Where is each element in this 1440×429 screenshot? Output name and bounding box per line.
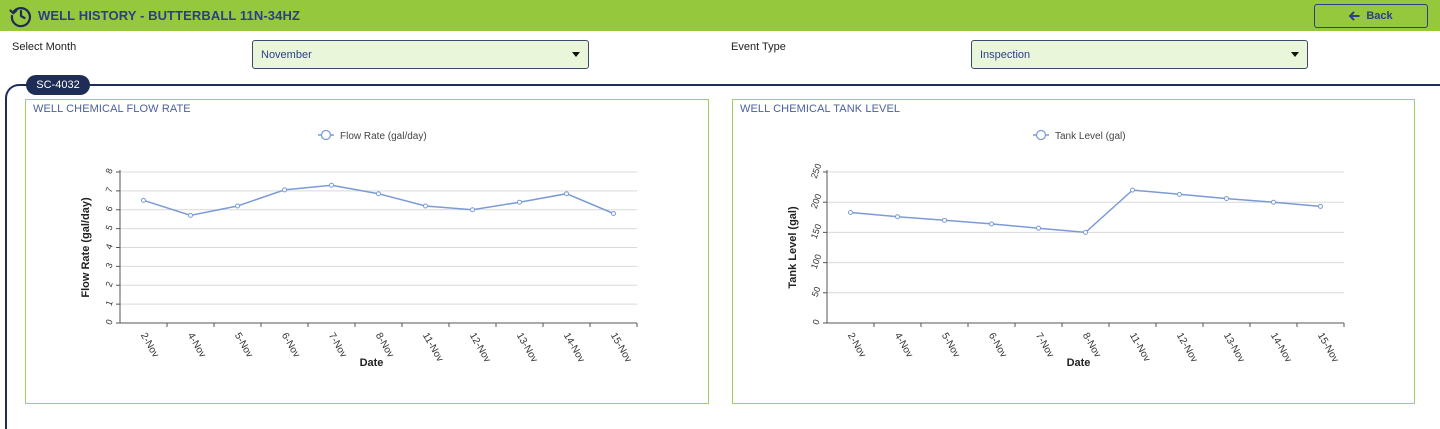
x-axis-title: Date bbox=[360, 357, 384, 369]
x-tick-label: 15-Nov bbox=[608, 331, 634, 364]
y-tick-label: 1 bbox=[104, 299, 115, 307]
y-tick-label: 250 bbox=[809, 162, 824, 180]
x-tick-label: 8-Nov bbox=[373, 331, 396, 360]
arrow-left-icon bbox=[1349, 11, 1360, 21]
data-point bbox=[1271, 199, 1276, 205]
header-bar: WELL HISTORY - BUTTERBALL 11N-34HZ Back bbox=[0, 0, 1440, 31]
month-select-value: November bbox=[261, 48, 312, 61]
month-select[interactable]: November bbox=[252, 40, 589, 69]
x-tick-label: 2-Nov bbox=[845, 331, 868, 360]
y-axis-title: Flow Rate (gal/day) bbox=[80, 197, 92, 298]
data-point bbox=[423, 203, 428, 209]
x-tick-label: 14-Nov bbox=[561, 331, 587, 364]
flow-rate-plot: Flow Rate (gal/day) 0 1 2 3 4 5 6 7 8 2-Nov 4-Nov 5-… bbox=[80, 129, 638, 369]
page-title: WELL HISTORY - BUTTERBALL 11N-34HZ bbox=[38, 8, 300, 23]
y-tick-label: 3 bbox=[104, 261, 115, 269]
x-tick-label: 13-Nov bbox=[1221, 331, 1247, 364]
y-tick-label: 150 bbox=[809, 223, 824, 241]
y-tick-label: 200 bbox=[809, 192, 824, 210]
x-tick-label: 12-Nov bbox=[1174, 331, 1200, 364]
chart-title: WELL CHEMICAL FLOW RATE bbox=[33, 103, 191, 115]
y-tick-label: 6 bbox=[104, 205, 115, 213]
data-point bbox=[470, 207, 475, 213]
data-point bbox=[564, 191, 569, 197]
x-tick-label: 4-Nov bbox=[185, 331, 208, 360]
data-point bbox=[141, 197, 146, 203]
y-tick-label: 0 bbox=[104, 318, 115, 326]
data-point bbox=[329, 182, 334, 188]
chart-title: WELL CHEMICAL TANK LEVEL bbox=[740, 103, 901, 115]
data-point bbox=[895, 214, 900, 220]
x-tick-label: 7-Nov bbox=[1033, 331, 1056, 360]
history-icon bbox=[9, 7, 32, 28]
back-button-label: Back bbox=[1366, 10, 1393, 22]
x-tick-label: 12-Nov bbox=[467, 331, 493, 364]
legend-marker bbox=[1035, 129, 1047, 141]
legend-label: Tank Level (gal) bbox=[1055, 131, 1126, 142]
data-point bbox=[1177, 191, 1182, 197]
x-tick-label: 15-Nov bbox=[1315, 331, 1341, 364]
y-tick-label: 7 bbox=[104, 186, 115, 194]
chevron-down-icon bbox=[572, 52, 580, 57]
data-point bbox=[188, 212, 193, 218]
data-point bbox=[235, 203, 240, 209]
event-type-select-value: Inspection bbox=[980, 48, 1031, 61]
x-tick-label: 11-Nov bbox=[420, 331, 445, 364]
x-tick-label: 14-Nov bbox=[1268, 331, 1294, 364]
data-point bbox=[376, 191, 381, 197]
x-tick-label: 7-Nov bbox=[326, 331, 349, 360]
x-tick-label: 5-Nov bbox=[232, 331, 255, 360]
y-tick-label: 8 bbox=[104, 167, 115, 175]
flow-rate-chart: WELL CHEMICAL FLOW RATE Flow Rate (gal/d… bbox=[25, 99, 709, 404]
series-line bbox=[850, 189, 1321, 234]
chevron-down-icon bbox=[1291, 52, 1299, 57]
x-axis-title: Date bbox=[1067, 357, 1091, 369]
data-point bbox=[517, 199, 522, 205]
x-tick-label: 5-Nov bbox=[939, 331, 962, 360]
y-tick-label: 50 bbox=[810, 285, 823, 298]
x-tick-label: 13-Nov bbox=[514, 331, 540, 364]
x-tick-label: 4-Nov bbox=[892, 331, 915, 360]
data-point bbox=[942, 217, 947, 223]
y-tick-label: 100 bbox=[809, 253, 824, 271]
data-point bbox=[1130, 187, 1135, 193]
series-line bbox=[143, 184, 614, 217]
y-tick-label: 2 bbox=[104, 280, 115, 288]
month-label: Select Month bbox=[12, 41, 77, 53]
data-point bbox=[848, 209, 853, 215]
event-type-select[interactable]: Inspection bbox=[971, 40, 1308, 69]
x-tick-label: 2-Nov bbox=[138, 331, 161, 360]
y-tick-label: 5 bbox=[104, 224, 115, 232]
tank-level-chart: WELL CHEMICAL TANK LEVEL Tank Level (gal… bbox=[732, 99, 1415, 404]
data-point bbox=[611, 211, 616, 217]
well-panel bbox=[5, 84, 1440, 429]
back-button[interactable]: Back bbox=[1314, 4, 1428, 28]
tank-level-plot: Tank Level (gal) 0 50 100 150 200 250 2-Nov 4-No… bbox=[787, 129, 1345, 369]
data-point bbox=[282, 187, 287, 193]
data-point bbox=[1318, 203, 1323, 209]
y-tick-label: 4 bbox=[104, 242, 115, 250]
legend-label: Flow Rate (gal/day) bbox=[340, 131, 427, 142]
y-axis-title: Tank Level (gal) bbox=[787, 206, 799, 289]
data-point bbox=[1083, 229, 1088, 235]
y-tick-label: 0 bbox=[811, 318, 822, 326]
data-point bbox=[1036, 225, 1041, 231]
data-point bbox=[1224, 196, 1229, 202]
x-tick-label: 6-Nov bbox=[986, 331, 1009, 360]
data-point bbox=[989, 221, 994, 227]
x-tick-label: 6-Nov bbox=[279, 331, 302, 360]
well-tab[interactable]: SC-4032 bbox=[26, 75, 90, 95]
x-tick-label: 8-Nov bbox=[1080, 331, 1103, 360]
event-type-label: Event Type bbox=[731, 41, 786, 53]
x-tick-label: 11-Nov bbox=[1127, 331, 1152, 364]
legend-marker bbox=[320, 129, 332, 141]
